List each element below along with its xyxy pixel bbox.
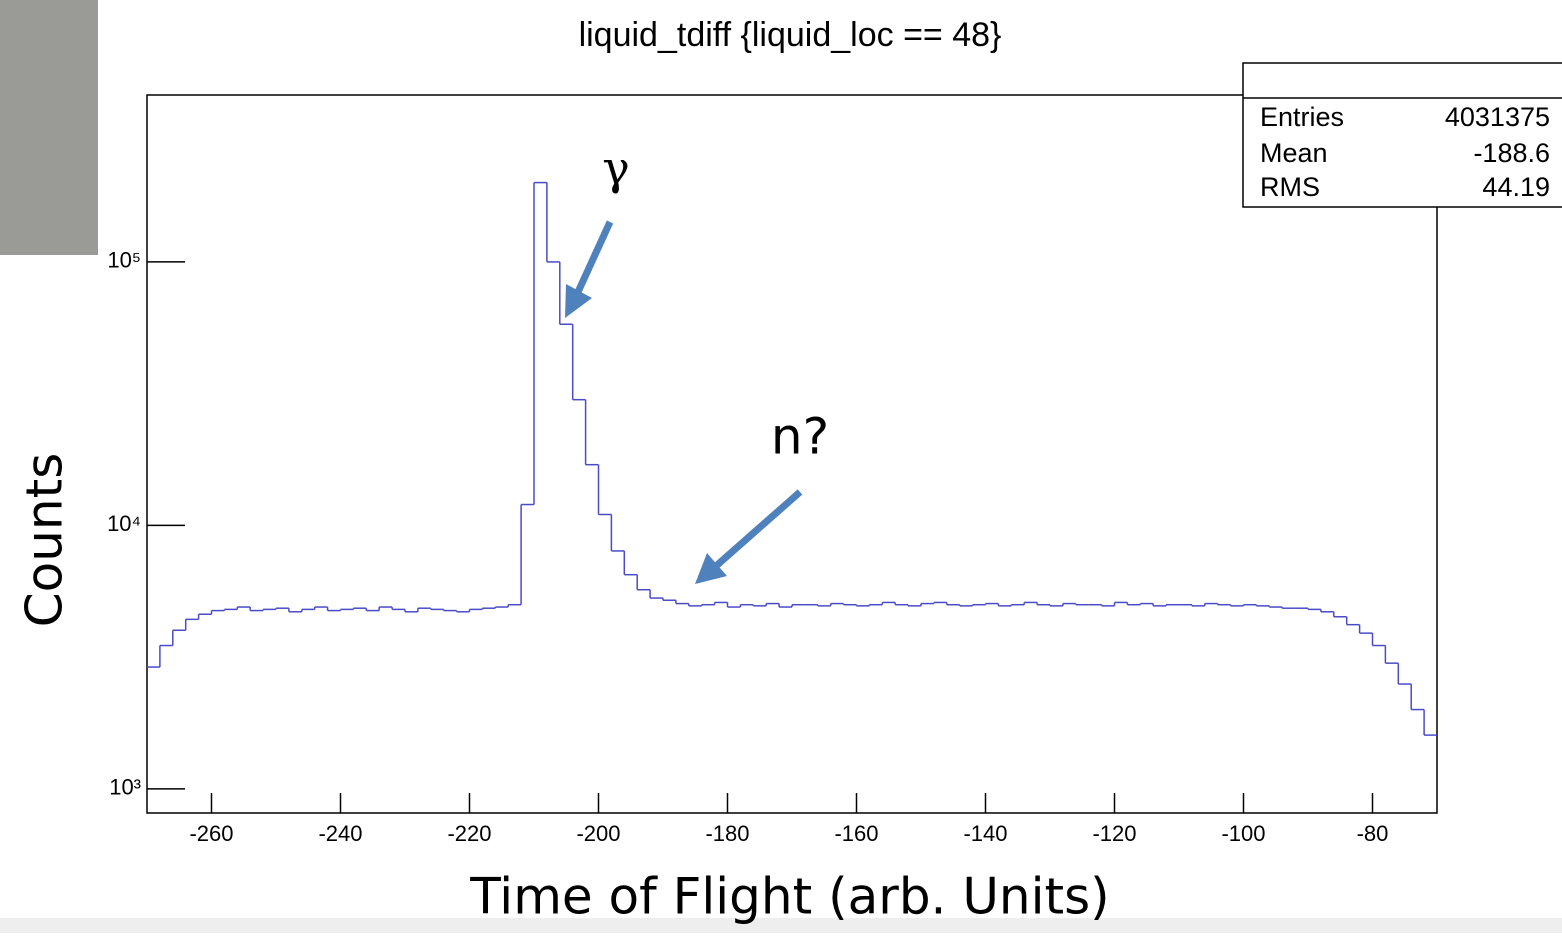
x-tick-label: -140 <box>963 821 1007 846</box>
x-tick-label: -80 <box>1357 821 1389 846</box>
x-tick-label: -100 <box>1221 821 1265 846</box>
x-tick-label: -200 <box>576 821 620 846</box>
stats-label: Entries <box>1260 102 1344 132</box>
stats-value: 44.19 <box>1482 172 1550 202</box>
arrows <box>565 220 803 584</box>
arrow-head <box>695 553 727 584</box>
photo-fragment <box>0 0 98 255</box>
x-tick-label: -220 <box>447 821 491 846</box>
bottom-bar <box>0 918 1562 933</box>
chart-title: liquid_tdiff {liquid_loc == 48} <box>579 16 1002 54</box>
x-tick-label: -120 <box>1092 821 1136 846</box>
stats-box: Entries 4031375 Mean -188.6 RMS 44.19 <box>1242 62 1562 208</box>
y-tick-label: 10⁴ <box>107 511 141 536</box>
plot-frame <box>146 94 1438 814</box>
y-tick-label: 10⁵ <box>107 248 141 273</box>
arrow-shaft <box>713 489 803 569</box>
stats-value: 4031375 <box>1445 102 1550 132</box>
annotation: n? <box>771 408 829 466</box>
stats-value: -188.6 <box>1473 138 1550 168</box>
stats-frame <box>1242 62 1562 208</box>
x-axis-label: Time of Flight (arb. Units) <box>469 868 1109 926</box>
y-tick-label: 10³ <box>109 775 141 800</box>
x-tick-label: -180 <box>705 821 749 846</box>
stats-label: RMS <box>1260 172 1320 202</box>
x-tick-label: -260 <box>189 821 233 846</box>
stats-label: Mean <box>1260 138 1328 168</box>
annotation: γ <box>602 141 630 195</box>
histogram <box>147 181 1437 736</box>
y-axis-label: Counts <box>16 453 74 628</box>
x-tick-label: -160 <box>834 821 878 846</box>
arrow-head <box>565 284 592 318</box>
x-tick-label: -240 <box>318 821 362 846</box>
arrow-shaft <box>574 220 614 294</box>
